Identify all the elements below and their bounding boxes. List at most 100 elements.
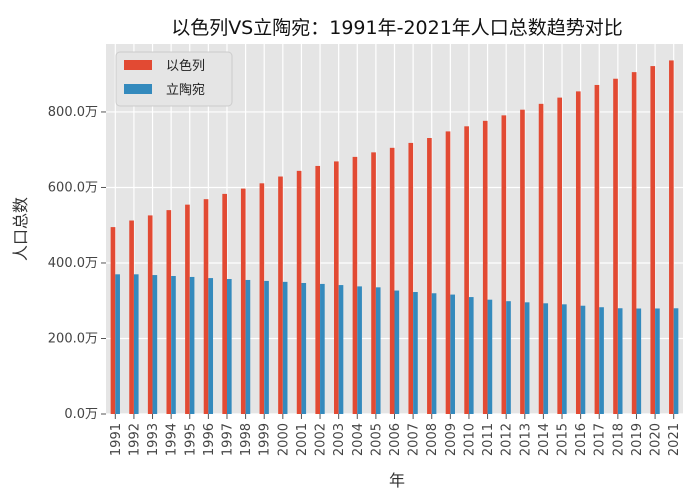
bar-2017-series-1 [599, 307, 604, 414]
x-tick-label: 2016 [574, 423, 589, 456]
bar-2016-series-1 [580, 305, 586, 414]
bar-1991-series-0 [110, 227, 116, 414]
bar-2007-series-0 [408, 142, 414, 414]
x-tick-label: 2002 [314, 423, 329, 456]
bar-2009-series-1 [450, 294, 455, 414]
y-axis-label: 人口总数 [11, 197, 30, 261]
bar-1995-series-1 [189, 276, 195, 414]
bar-2019-series-1 [636, 308, 642, 414]
bar-2018-series-1 [617, 308, 623, 414]
bar-2011-series-0 [482, 120, 488, 414]
x-tick-label: 1991 [109, 423, 124, 456]
bar-1992-series-1 [133, 274, 139, 414]
bars [110, 60, 679, 415]
bar-1994-series-0 [166, 210, 172, 414]
x-tick-label: 2010 [462, 423, 477, 456]
bar-2005-series-1 [375, 287, 381, 414]
bar-2006-series-0 [389, 147, 395, 414]
x-tick-label: 1996 [202, 423, 217, 456]
bar-2008-series-1 [431, 293, 437, 414]
bar-1994-series-1 [171, 276, 176, 414]
bar-2013-series-1 [524, 302, 530, 414]
x-tick-label: 1999 [258, 423, 273, 456]
x-tick-label: 2004 [351, 423, 366, 456]
bar-1999-series-0 [259, 183, 265, 414]
bar-2000-series-1 [282, 281, 288, 414]
bar-2020-series-0 [650, 66, 656, 414]
bar-1991-series-1 [115, 274, 120, 414]
x-tick-label: 2008 [425, 423, 440, 456]
bar-2019-series-0 [631, 72, 637, 414]
x-tick-label: 2021 [667, 423, 682, 456]
bar-2011-series-1 [487, 299, 493, 414]
y-tick-label: 600.0万 [48, 180, 98, 195]
bar-1995-series-0 [185, 204, 190, 414]
bar-2010-series-1 [468, 297, 474, 414]
x-tick-label: 2007 [407, 423, 422, 456]
x-tick-label: 2017 [593, 423, 608, 456]
y-tick-label: 0.0万 [64, 407, 98, 422]
bar-2002-series-0 [315, 165, 321, 414]
bar-1998-series-0 [240, 188, 246, 414]
x-axis: 1991 1992 1993 1994 1995 1996 1997 1998 1999 2000… [109, 414, 682, 456]
chart-title: 以色列VS立陶宛：1991年-2021年人口总数趋势对比 [171, 17, 623, 39]
y-axis: 0.0万 200.0万 400.0万 600.0万 800.0万 [48, 105, 106, 422]
bar-2015-series-1 [562, 304, 567, 414]
x-tick-label: 2003 [332, 423, 347, 456]
bar-2018-series-0 [613, 78, 618, 415]
bar-2013-series-0 [520, 109, 525, 414]
legend-label-0: 以色列 [166, 58, 205, 74]
bar-2020-series-1 [655, 308, 660, 414]
bar-1998-series-1 [245, 279, 251, 414]
legend-swatch-0 [124, 60, 152, 70]
legend-label-1: 立陶宛 [166, 82, 205, 98]
bar-2021-series-0 [669, 60, 674, 415]
bar-2003-series-0 [334, 161, 339, 414]
x-tick-label: 2018 [611, 423, 626, 456]
bar-2012-series-1 [506, 301, 511, 414]
x-tick-label: 1992 [127, 423, 142, 456]
bar-2001-series-1 [301, 282, 307, 414]
bar-2010-series-0 [464, 126, 469, 414]
bar-1992-series-0 [129, 220, 134, 414]
bar-2017-series-0 [594, 84, 600, 414]
bar-1993-series-0 [147, 215, 153, 414]
legend-swatch-1 [124, 84, 152, 94]
bar-2014-series-0 [538, 103, 544, 415]
x-tick-label: 2005 [369, 423, 384, 456]
x-tick-label: 2009 [444, 423, 459, 456]
x-tick-label: 1998 [239, 423, 254, 456]
bar-2008-series-0 [427, 138, 432, 415]
x-tick-label: 2015 [556, 423, 571, 456]
x-tick-label: 2020 [649, 423, 664, 456]
bar-1997-series-0 [222, 193, 227, 414]
x-tick-label: 2012 [500, 423, 515, 456]
bar-1996-series-0 [203, 199, 209, 414]
y-tick-label: 200.0万 [48, 331, 98, 346]
x-axis-label: 年 [389, 471, 405, 490]
x-tick-label: 2001 [295, 423, 310, 456]
bar-2006-series-1 [394, 290, 400, 414]
bar-2007-series-1 [413, 292, 418, 414]
x-tick-label: 1994 [165, 423, 180, 456]
bar-1993-series-1 [152, 275, 158, 414]
bar-2003-series-1 [338, 285, 344, 414]
bar-1996-series-1 [208, 278, 214, 414]
bar-2004-series-1 [357, 286, 362, 414]
bar-2009-series-0 [445, 131, 451, 414]
x-tick-label: 1993 [146, 423, 161, 456]
bar-2004-series-0 [352, 156, 358, 414]
x-tick-label: 2000 [276, 423, 291, 456]
x-tick-label: 1997 [220, 423, 235, 456]
bar-2012-series-0 [501, 115, 507, 414]
x-tick-label: 1995 [183, 423, 198, 456]
bar-2015-series-0 [557, 97, 563, 414]
bar-1999-series-1 [264, 280, 269, 414]
x-tick-label: 2013 [518, 423, 533, 456]
bar-2014-series-1 [543, 303, 549, 414]
bar-1997-series-1 [226, 279, 232, 414]
x-tick-label: 2014 [537, 423, 552, 456]
x-tick-label: 2006 [388, 423, 403, 456]
